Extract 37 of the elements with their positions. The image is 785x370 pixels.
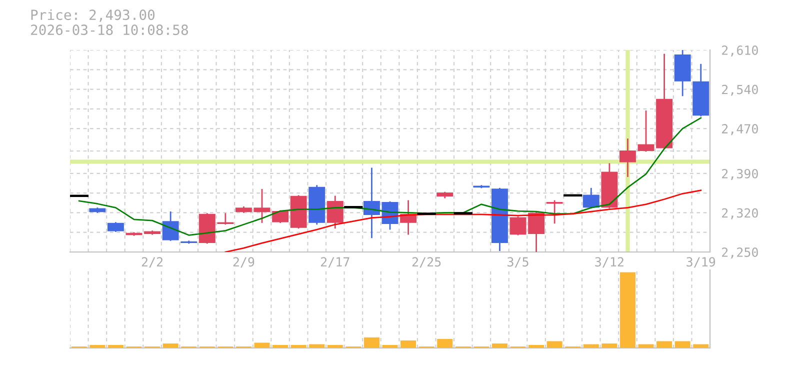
- bar: [400, 340, 416, 348]
- x-tick-label: 2/2: [142, 257, 163, 268]
- x-tick-label: 3/19: [686, 257, 716, 268]
- x-tick-label: 2/25: [412, 257, 441, 268]
- bar: [656, 341, 672, 348]
- candlestick: [638, 110, 654, 152]
- y-tick-label: 2,540: [722, 84, 758, 96]
- bar: [546, 341, 562, 348]
- candlestick: [528, 212, 545, 252]
- x-tick-label: 3/12: [595, 257, 624, 268]
- bar: [254, 342, 270, 348]
- y-tick-label: 2,250: [722, 248, 758, 259]
- line-series: [224, 190, 702, 252]
- candlestick: [326, 196, 344, 229]
- bar: [364, 337, 380, 348]
- x-tick-label: 2/17: [321, 257, 350, 268]
- y-tick-label: 2,610: [722, 46, 758, 57]
- bar: [693, 344, 709, 348]
- x-tick-label: 3/5: [508, 257, 528, 268]
- bar: [674, 341, 690, 348]
- bar: [638, 344, 654, 348]
- x-tick-label: 2/9: [233, 257, 254, 268]
- y-tick-label: 2,390: [722, 168, 758, 180]
- candlestick: [254, 189, 270, 223]
- bar: [583, 344, 599, 348]
- chart-subtitle: 2026-03-18 10:08:58: [31, 24, 188, 36]
- candlestick: [582, 188, 600, 208]
- bar: [620, 272, 636, 348]
- candlestick: [363, 168, 380, 238]
- candlestick: [162, 211, 179, 241]
- chart-title: Price: 2,493.00: [31, 9, 155, 22]
- y-tick-label: 2,470: [722, 124, 758, 136]
- bar: [309, 344, 325, 348]
- y-tick-label: 2,320: [722, 208, 758, 220]
- bar: [437, 338, 453, 348]
- candlestick: [510, 216, 526, 236]
- candlestick: [619, 138, 636, 177]
